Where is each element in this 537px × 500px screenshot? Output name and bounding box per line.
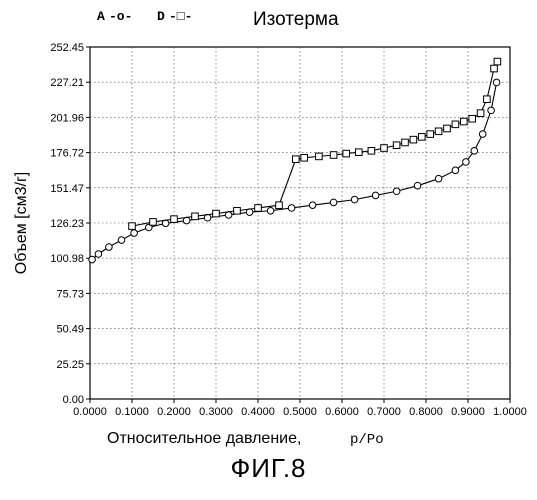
data-point-a [463,159,470,166]
data-point-d [494,58,501,65]
data-point-a [106,244,113,251]
x-tick-label: 1.0000 [493,406,527,418]
data-point-a [493,79,500,86]
data-point-d [356,149,363,156]
data-point-d [461,118,468,125]
data-point-d [150,219,157,226]
x-tick-label: 0.5000 [283,406,317,418]
x-axis-unit: p/Po [350,432,384,448]
data-point-d [192,213,199,220]
x-tick-label: 0.2000 [157,406,191,418]
data-point-d [234,207,241,214]
data-point-d [255,205,262,212]
x-tick-label: 0.0000 [73,406,107,418]
figure-caption: ФИГ.8 [0,453,537,484]
data-point-a [488,107,495,114]
data-point-a [330,199,337,206]
series-line-a [92,82,496,259]
data-point-d [330,152,337,159]
x-tick-label: 0.8000 [409,406,443,418]
y-tick-label: 50.49 [56,324,84,336]
legend-sample-a: -o- [109,9,132,24]
data-point-a [414,182,421,189]
data-point-d [171,216,178,223]
data-point-d [452,121,459,128]
data-point-d [381,145,388,152]
x-axis-label: Относительное давление, [107,430,301,447]
data-point-a [351,196,358,203]
data-point-d [444,125,451,132]
data-point-d [213,210,220,217]
data-point-a [267,207,274,214]
data-point-a [309,202,316,209]
data-point-a [471,148,478,155]
data-point-a [118,237,125,244]
x-tick-label: 0.4000 [241,406,275,418]
data-point-a [452,167,459,174]
y-tick-label: 25.25 [56,359,84,371]
data-point-a [95,251,102,258]
y-tick-label: 252.45 [50,42,84,54]
y-tick-label: 201.96 [50,112,84,124]
data-point-d [393,142,400,149]
x-tick-label: 0.3000 [199,406,233,418]
data-point-d [410,136,417,143]
chart-title: Изотерма [253,9,339,30]
data-point-d [477,110,484,117]
x-tick-label: 0.1000 [115,406,149,418]
data-point-d [343,150,350,157]
data-point-d [484,96,491,103]
y-tick-label: 176.72 [50,148,84,160]
data-point-d [276,202,283,209]
y-tick-label: 126.23 [50,218,84,230]
data-point-d [419,134,426,141]
y-tick-label: 75.73 [56,288,84,300]
data-point-d [469,115,476,122]
series-line-d [132,62,497,227]
data-point-a [372,192,379,199]
data-point-d [129,223,136,230]
y-tick-label: 100.98 [50,253,84,265]
data-point-a [89,256,96,263]
data-point-a [131,230,138,237]
data-point-a [435,175,442,182]
y-tick-label: 151.47 [50,183,84,195]
axis-ticks: 0.0000 0.1000 0.2000 0.3000 0.4000 0.5000 0.60… [50,42,526,418]
x-tick-label: 0.7000 [367,406,401,418]
x-tick-label: 0.6000 [325,406,359,418]
data-point-d [316,153,323,160]
data-point-d [491,65,498,72]
data-point-a [288,205,295,212]
data-point-d [402,139,409,146]
data-point-d [435,128,442,135]
legend-sample-d: -□- [169,9,192,24]
legend-label-d: D [157,9,165,24]
y-tick-label: 0.00 [63,394,84,406]
data-point-d [293,156,300,163]
series-layer [89,58,501,263]
data-point-d [301,154,308,161]
data-point-a [479,131,486,138]
legend: A -o- D -□- [97,9,192,24]
legend-label-a: A [97,9,105,24]
y-tick-label: 227.21 [50,77,84,89]
data-point-a [393,188,400,195]
x-tick-label: 0.9000 [451,406,485,418]
data-point-d [368,148,375,155]
data-point-d [427,131,434,138]
y-axis-label: Объем [см3/г] [13,172,30,275]
